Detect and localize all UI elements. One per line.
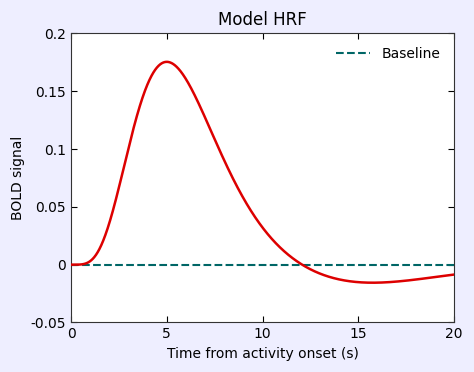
Baseline — [87, 262, 93, 267]
X-axis label: Time from activity onset (s): Time from activity onset (s) — [167, 347, 358, 361]
Baseline — [68, 262, 74, 267]
Y-axis label: BOLD signal: BOLD signal — [11, 136, 25, 220]
Title: Model HRF: Model HRF — [218, 11, 307, 29]
Legend: Baseline: Baseline — [328, 41, 447, 68]
